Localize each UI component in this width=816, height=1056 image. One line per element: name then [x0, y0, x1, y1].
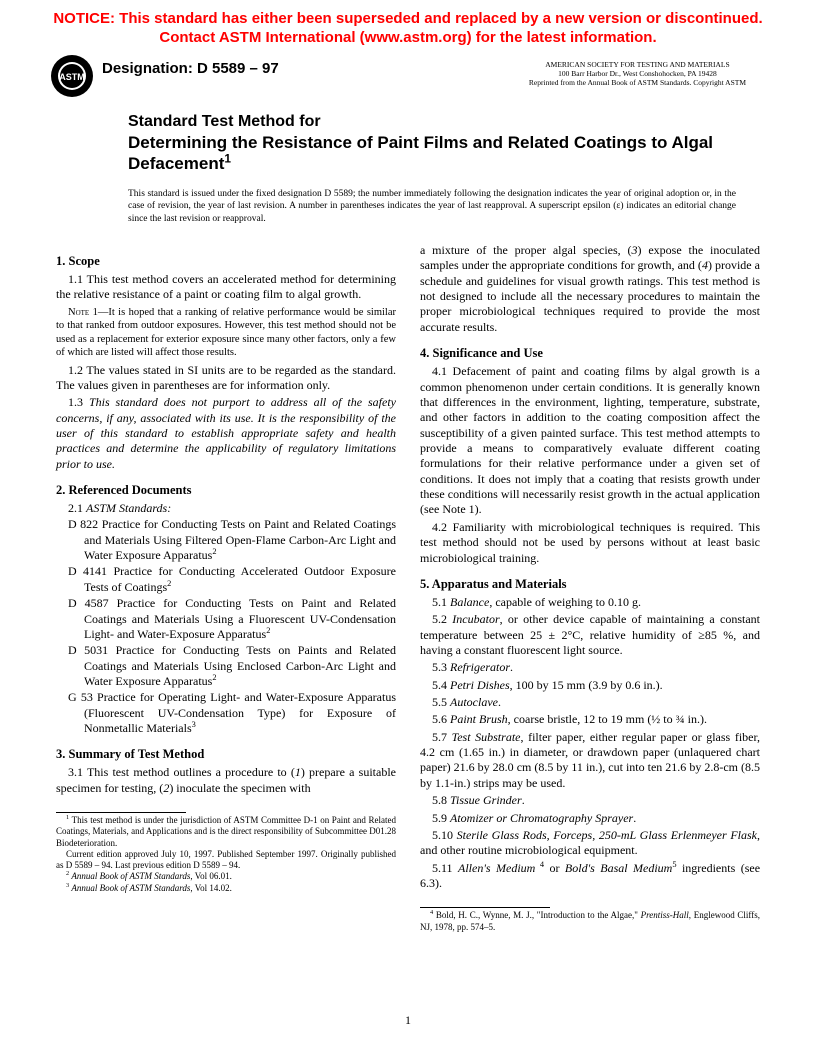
notice-banner: NOTICE: This standard has either been su… — [0, 0, 816, 52]
notice-line1: NOTICE: This standard has either been su… — [53, 10, 762, 27]
sec2-sub: 2.1 ASTM Standards: — [56, 501, 396, 516]
sec5-p10: 5.10 Sterile Glass Rods, Forceps, 250-mL… — [420, 828, 760, 859]
society-line3: Reprinted from the Annual Book of ASTM S… — [529, 78, 746, 87]
right-column: a mixture of the proper algal species, (… — [420, 243, 760, 933]
designation: Designation: D 5589 – 97 — [102, 54, 279, 77]
sec5-p6: 5.6 Paint Brush, coarse bristle, 12 to 1… — [420, 712, 760, 727]
ref-d822: D 822 Practice for Conducting Tests on P… — [56, 517, 396, 563]
title-block: Standard Test Method for Determining the… — [0, 98, 816, 175]
society-line1: AMERICAN SOCIETY FOR TESTING AND MATERIA… — [529, 60, 746, 69]
sec1-p2: 1.2 The values stated in SI units are to… — [56, 363, 396, 394]
fn1b: Current edition approved July 10, 1997. … — [56, 849, 396, 872]
page-number: 1 — [0, 1013, 816, 1028]
sec3-head: 3. Summary of Test Method — [56, 746, 396, 762]
issuance-note: This standard is issued under the fixed … — [0, 174, 816, 225]
fn1: 1 This test method is under the jurisdic… — [56, 815, 396, 849]
sec5-p2: 5.2 Incubator, or other device capable o… — [420, 612, 760, 658]
fn4: 4 Bold, H. C., Wynne, M. J., "Introducti… — [420, 910, 760, 933]
sec4-p1: 4.1 Defacement of paint and coating film… — [420, 364, 760, 518]
sec1-p3: 1.3 This standard does not purport to ad… — [56, 395, 396, 472]
body-columns: 1. Scope 1.1 This test method covers an … — [0, 225, 816, 933]
sec5-head: 5. Apparatus and Materials — [420, 576, 760, 592]
sec5-p11: 5.11 Allen's Medium 4 or Bold's Basal Me… — [420, 861, 760, 892]
left-column: 1. Scope 1.1 This test method covers an … — [56, 243, 396, 933]
sec1-head: 1. Scope — [56, 253, 396, 269]
sec4-p2: 4.2 Familiarity with microbiological tec… — [420, 520, 760, 566]
sec5-p9: 5.9 Atomizer or Chromatography Sprayer. — [420, 811, 760, 826]
sec1-note1: Note 1—It is hoped that a ranking of rel… — [56, 306, 396, 360]
fn2: 2 Annual Book of ASTM Standards, Vol 06.… — [56, 871, 396, 882]
ref-g53: G 53 Practice for Operating Light- and W… — [56, 690, 396, 736]
ref-d4141: D 4141 Practice for Conducting Accelerat… — [56, 564, 396, 595]
notice-line2: Contact ASTM International (www.astm.org… — [159, 29, 656, 46]
sec5-p5: 5.5 Autoclave. — [420, 695, 760, 710]
sec4-head: 4. Significance and Use — [420, 345, 760, 361]
title-lead: Standard Test Method for — [128, 112, 736, 132]
ref-d5031: D 5031 Practice for Conducting Tests on … — [56, 643, 396, 689]
sec1-p1: 1.1 This test method covers an accelerat… — [56, 272, 396, 303]
fn3: 3 Annual Book of ASTM Standards, Vol 14.… — [56, 883, 396, 894]
sec5-p4: 5.4 Petri Dishes, 100 by 15 mm (3.9 by 0… — [420, 678, 760, 693]
sec2-head: 2. Referenced Documents — [56, 482, 396, 498]
sec5-p1: 5.1 Balance, capable of weighing to 0.10… — [420, 595, 760, 610]
society-line2: 100 Barr Harbor Dr., West Conshohocken, … — [529, 69, 746, 78]
astm-logo: ASTM — [50, 54, 94, 98]
sec5-p3: 5.3 Refrigerator. — [420, 660, 760, 675]
ref-d4587: D 4587 Practice for Conducting Tests on … — [56, 596, 396, 642]
sec3-p1a: 3.1 This test method outlines a procedur… — [56, 765, 396, 796]
header-row: ASTM Designation: D 5589 – 97 AMERICAN S… — [0, 52, 816, 98]
society-block: AMERICAN SOCIETY FOR TESTING AND MATERIA… — [529, 54, 766, 88]
sec3-p1b: a mixture of the proper algal species, (… — [420, 243, 760, 335]
sec5-p7: 5.7 Test Substrate, filter paper, either… — [420, 730, 760, 791]
svg-text:ASTM: ASTM — [59, 72, 85, 82]
title-main: Determining the Resistance of Paint Film… — [128, 132, 736, 175]
sec5-p8: 5.8 Tissue Grinder. — [420, 793, 760, 808]
